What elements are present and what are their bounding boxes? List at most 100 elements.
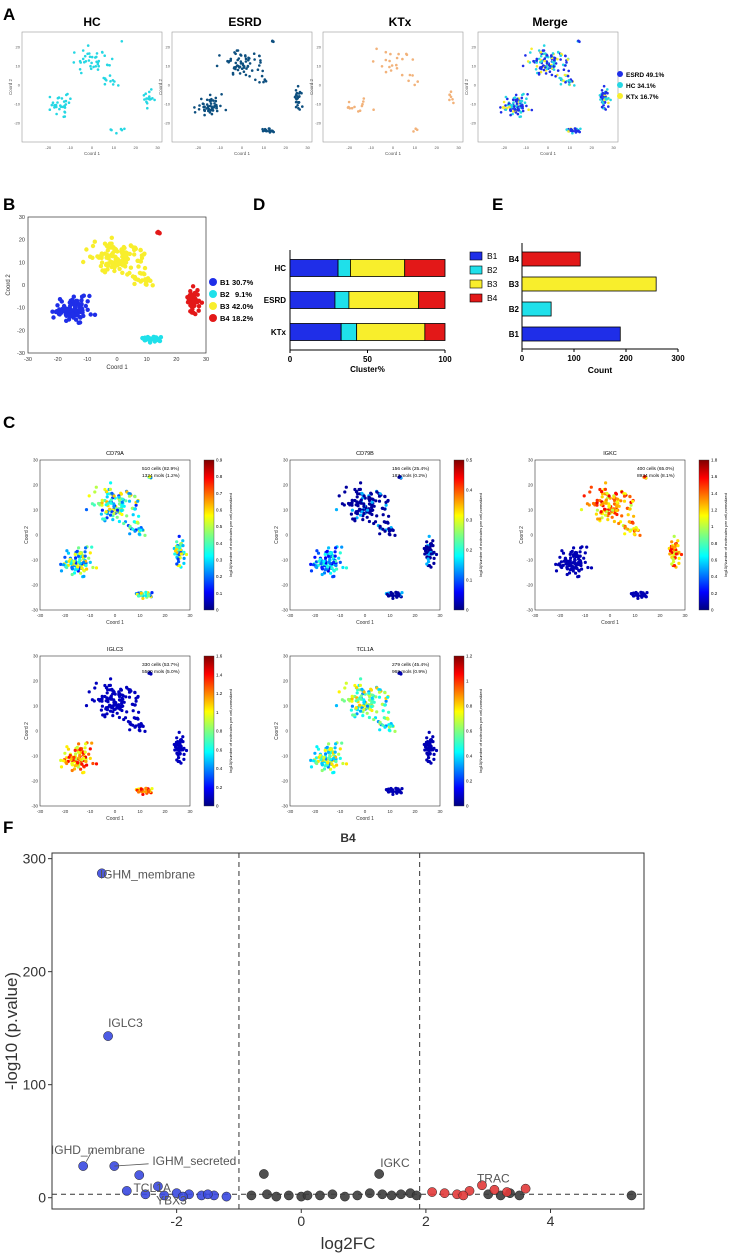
panel-c-colorbar-tick: 0.2 (711, 591, 718, 596)
tsne-point (515, 102, 519, 105)
tsne-point (294, 89, 298, 92)
panel-c-colorbar-tick: 1 (711, 524, 714, 529)
tsne-point (601, 102, 605, 105)
panel-c-frame-IGLC3 (39, 655, 191, 807)
expression-point (122, 521, 126, 526)
tsne-point (203, 105, 206, 108)
panel-c-ytick: 10 (283, 704, 289, 709)
label-leader-line (85, 1150, 93, 1162)
expression-point (335, 763, 339, 767)
tsne-point (535, 61, 538, 64)
panel-c-xtick: -10 (87, 809, 94, 814)
tsne-point (516, 97, 519, 101)
expression-point (427, 730, 431, 735)
expression-point (105, 686, 109, 690)
expression-point (393, 729, 397, 734)
expression-point (396, 594, 401, 598)
panel-c-colorbar-tick: 0.5 (466, 458, 473, 463)
panel-c-colorbar-tick: 0 (216, 804, 219, 809)
expression-point (338, 560, 342, 565)
tsne-point (57, 96, 61, 99)
cluster-point (63, 318, 69, 323)
cluster-point (138, 279, 143, 284)
expression-point (82, 568, 86, 572)
expression-point (334, 759, 338, 764)
panel-c-ytick: 20 (283, 483, 289, 488)
expression-point (599, 510, 603, 514)
expression-point (82, 756, 86, 761)
tsne-point (606, 88, 609, 91)
tsne-point (515, 104, 518, 107)
tsne-point (550, 55, 553, 58)
panel-b-ylabel: Coord 2 (6, 274, 12, 296)
expression-point (330, 566, 334, 570)
expression-point (571, 565, 575, 569)
expression-point (605, 491, 609, 495)
expression-point (177, 756, 181, 760)
expression-point (119, 687, 123, 691)
expression-point (112, 494, 116, 498)
expression-point (333, 550, 337, 554)
expression-point (670, 540, 674, 544)
expression-point (426, 753, 430, 757)
expression-point (573, 552, 577, 556)
expression-point (370, 500, 374, 504)
expression-point (365, 515, 369, 519)
tsne-point (253, 58, 256, 61)
panel-c-xtick: 0 (364, 613, 367, 618)
panel-c-colorbar-label: log10(Number of molecules per cell,norma… (478, 493, 483, 577)
expression-point (386, 499, 390, 503)
panel-a-ytick: 0 (168, 83, 171, 88)
cluster-point (88, 254, 93, 259)
panel-b-ytick: -30 (17, 351, 25, 357)
expression-point (122, 700, 126, 704)
expression-point (332, 756, 336, 761)
panel-a-xtick: -20 (501, 145, 508, 150)
panel-c-ytick: -10 (31, 558, 38, 563)
stacked-bar-KTx-B1 (289, 323, 342, 341)
panel-b-ytick: -10 (17, 306, 25, 312)
panel-a-title-merge: Merge (532, 15, 568, 29)
expression-point (65, 761, 69, 766)
expression-point (320, 768, 324, 773)
expression-point (100, 503, 104, 507)
expression-point (319, 758, 323, 762)
expression-point (323, 552, 327, 557)
panel-a-title-ktx: KTx (389, 15, 412, 29)
expression-point (639, 594, 643, 598)
tsne-point (553, 58, 556, 62)
panel-c-colorbar-tick: 0.1 (216, 591, 223, 596)
panel-c-ytick: 0 (35, 533, 38, 538)
cluster-point (117, 266, 122, 272)
expression-point (322, 755, 326, 760)
panel-c-colorbar-tick: 0.3 (466, 518, 473, 523)
expression-point (606, 518, 610, 522)
expression-point (362, 698, 366, 702)
expression-point (426, 557, 430, 561)
legend-marker-hc (617, 82, 623, 88)
expression-point (359, 677, 363, 681)
expression-point (93, 686, 97, 690)
expression-point (582, 556, 586, 560)
expression-point (579, 508, 584, 512)
expression-point (676, 544, 680, 548)
tsne-point (390, 64, 394, 67)
panel-a-ylabel: Coord 2 (309, 79, 314, 96)
cluster-point (87, 293, 92, 299)
expression-point (122, 504, 126, 508)
panel-c-gene-title: TCL1A (356, 647, 373, 653)
legend-label-B1: B1 (487, 251, 498, 261)
tsne-point (413, 83, 417, 87)
panel-c-ytick: -10 (281, 754, 288, 759)
expression-point (383, 725, 387, 729)
tsne-point (452, 101, 455, 105)
tsne-point (296, 104, 299, 107)
expression-point (115, 515, 119, 519)
panel-label-e: E (492, 195, 503, 214)
expression-point (73, 568, 77, 572)
expression-point (74, 752, 78, 756)
expression-point (365, 508, 370, 512)
expression-point (389, 528, 393, 532)
ns-gene-point (315, 1190, 325, 1201)
expression-point (355, 691, 359, 695)
